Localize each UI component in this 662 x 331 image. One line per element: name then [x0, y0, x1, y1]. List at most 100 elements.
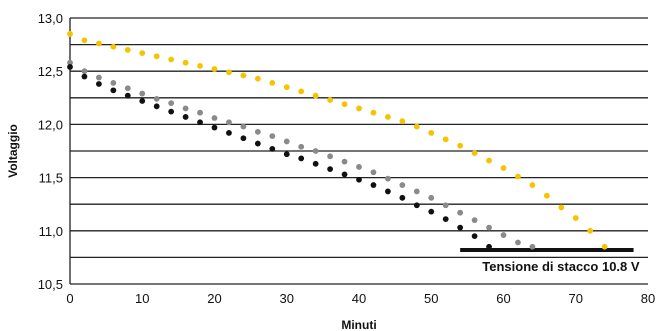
- data-point: [168, 56, 175, 63]
- data-point: [312, 92, 319, 99]
- data-points: [67, 31, 608, 250]
- data-point: [471, 233, 478, 240]
- data-point: [428, 208, 435, 215]
- x-tick-label: 10: [135, 291, 149, 306]
- data-point: [327, 97, 333, 103]
- y-tick-labels: 10,5 11,0 11,5 12,0 12,5 13,0: [38, 11, 63, 292]
- data-point: [298, 155, 305, 162]
- data-point: [486, 243, 492, 250]
- data-point: [254, 128, 261, 135]
- data-point: [370, 109, 377, 116]
- data-point: [399, 182, 406, 188]
- data-point: [515, 173, 521, 180]
- data-point: [67, 64, 73, 70]
- x-tick-label: 0: [66, 291, 73, 306]
- y-tick-label: 12,0: [38, 117, 63, 132]
- cutoff-label: Tensione di stacco 10.8 V: [482, 259, 640, 274]
- data-point: [153, 103, 160, 110]
- data-point: [211, 115, 218, 121]
- data-point: [558, 204, 565, 211]
- data-point: [153, 53, 160, 60]
- data-point: [124, 47, 131, 53]
- data-point: [182, 114, 189, 120]
- data-point: [413, 123, 420, 130]
- x-tick-label: 70: [569, 291, 583, 306]
- data-point: [515, 239, 521, 246]
- x-tick-label: 30: [280, 291, 294, 306]
- data-point: [240, 123, 247, 130]
- data-point: [211, 66, 218, 72]
- data-point: [269, 145, 276, 152]
- data-point: [182, 59, 189, 66]
- data-point: [370, 182, 377, 188]
- data-point: [413, 202, 420, 209]
- data-point: [240, 135, 247, 142]
- data-point: [385, 175, 391, 182]
- data-point: [139, 90, 146, 97]
- data-point: [226, 69, 232, 76]
- data-point: [500, 165, 507, 171]
- data-point: [572, 215, 579, 221]
- data-point: [457, 209, 464, 216]
- data-point: [124, 85, 131, 92]
- data-point: [327, 153, 333, 160]
- data-point: [110, 87, 117, 94]
- x-axis-title: Minuti: [341, 318, 376, 331]
- data-point: [254, 75, 261, 82]
- data-point: [385, 188, 391, 195]
- x-tick-label: 60: [496, 291, 510, 306]
- data-point: [283, 84, 290, 91]
- data-point: [428, 130, 435, 136]
- data-point: [168, 108, 175, 115]
- data-point: [67, 59, 73, 66]
- data-point: [269, 80, 276, 86]
- data-point: [399, 194, 406, 201]
- data-point: [341, 101, 348, 108]
- y-tick-label: 10,5: [38, 277, 63, 292]
- data-point: [81, 37, 88, 44]
- series-0: [67, 31, 608, 250]
- series-2: [67, 64, 492, 250]
- data-point: [341, 158, 348, 165]
- data-point: [211, 124, 218, 131]
- data-point: [500, 232, 507, 238]
- data-point: [298, 143, 305, 150]
- data-point: [543, 192, 550, 199]
- data-point: [587, 227, 594, 234]
- data-point: [529, 182, 536, 188]
- data-point: [486, 157, 492, 164]
- data-point: [413, 188, 420, 195]
- data-point: [471, 150, 478, 157]
- data-point: [240, 72, 247, 79]
- data-point: [81, 73, 88, 80]
- data-point: [153, 95, 160, 102]
- data-point: [312, 148, 319, 154]
- data-point: [197, 119, 203, 126]
- data-point: [601, 243, 608, 250]
- data-point: [81, 68, 88, 75]
- data-point: [197, 62, 203, 69]
- data-point: [457, 224, 464, 231]
- data-point: [471, 217, 478, 224]
- data-point: [110, 80, 117, 86]
- data-point: [356, 176, 362, 183]
- data-point: [226, 130, 232, 136]
- data-point: [124, 92, 131, 99]
- data-point: [442, 136, 449, 143]
- grid-lines: [70, 17, 648, 259]
- data-point: [356, 105, 362, 112]
- data-point: [370, 169, 377, 176]
- y-tick-label: 11,5: [39, 171, 63, 186]
- data-point: [356, 164, 362, 170]
- data-point: [96, 74, 102, 81]
- data-point: [486, 224, 492, 231]
- data-point: [110, 43, 117, 50]
- data-point: [139, 98, 146, 104]
- cutoff-annotation: Tensione di stacco 10.8 V: [460, 247, 640, 274]
- data-point: [283, 138, 290, 145]
- x-tick-label: 50: [424, 291, 438, 306]
- data-point: [96, 81, 102, 87]
- data-point: [529, 243, 536, 250]
- data-point: [327, 166, 333, 172]
